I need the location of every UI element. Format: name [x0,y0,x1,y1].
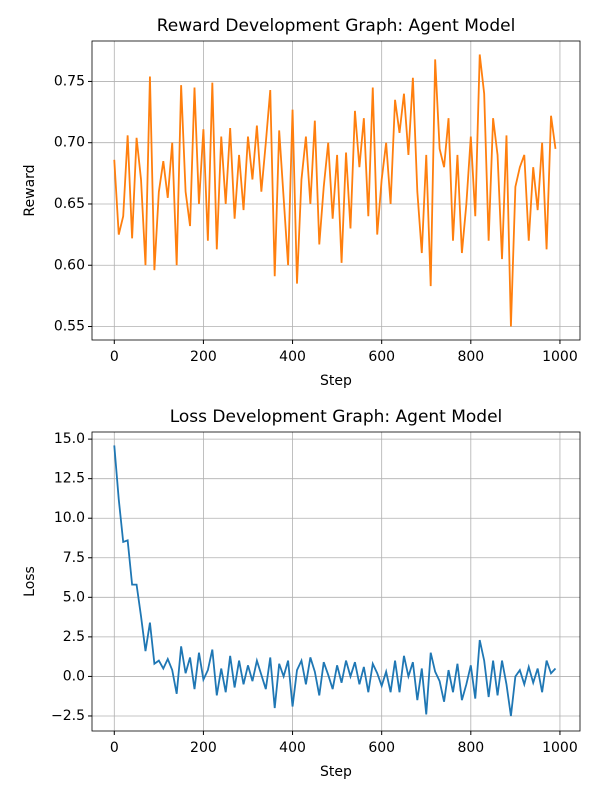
y-tick-label: 0.70 [54,135,85,151]
x-tick-label: 600 [368,740,395,756]
y-axis-label: Loss [22,566,38,597]
x-tick-label: 0 [110,349,119,365]
y-tick-label: 0.0 [63,668,85,684]
y-axis-label: Reward [22,164,38,216]
y-tick-label: 0.65 [54,196,85,212]
y-tick-label: 0.60 [54,257,85,273]
y-tick-label: 15.0 [54,431,85,447]
y-tick-label: 0.55 [54,319,85,335]
y-tick-label: 12.5 [54,471,85,487]
x-tick-label: 1000 [542,740,578,756]
y-tick-label: −2.5 [51,708,85,724]
y-tick-label: 7.5 [63,550,85,566]
x-tick-label: 200 [190,349,217,365]
axes-frame [91,40,581,341]
chart-title: Reward Development Graph: Agent Model [157,16,516,36]
x-tick-label: 200 [190,740,217,756]
x-tick-label: 600 [368,349,395,365]
x-tick-label: 0 [110,740,119,756]
x-axis-label: Step [320,373,352,389]
x-tick-label: 800 [457,349,484,365]
y-tick-label: 10.0 [54,510,85,526]
x-tick-label: 400 [279,740,306,756]
y-tick-label: 0.75 [54,73,85,89]
data-line [113,54,557,327]
y-tick-label: 5.0 [63,589,85,605]
x-tick-label: 800 [457,740,484,756]
x-tick-label: 400 [279,349,306,365]
x-tick-label: 1000 [542,349,578,365]
y-tick-label: 2.5 [63,629,85,645]
chart-title: Loss Development Graph: Agent Model [170,407,503,427]
axes-frame [91,431,581,732]
data-line [113,445,557,717]
x-axis-label: Step [320,764,352,780]
